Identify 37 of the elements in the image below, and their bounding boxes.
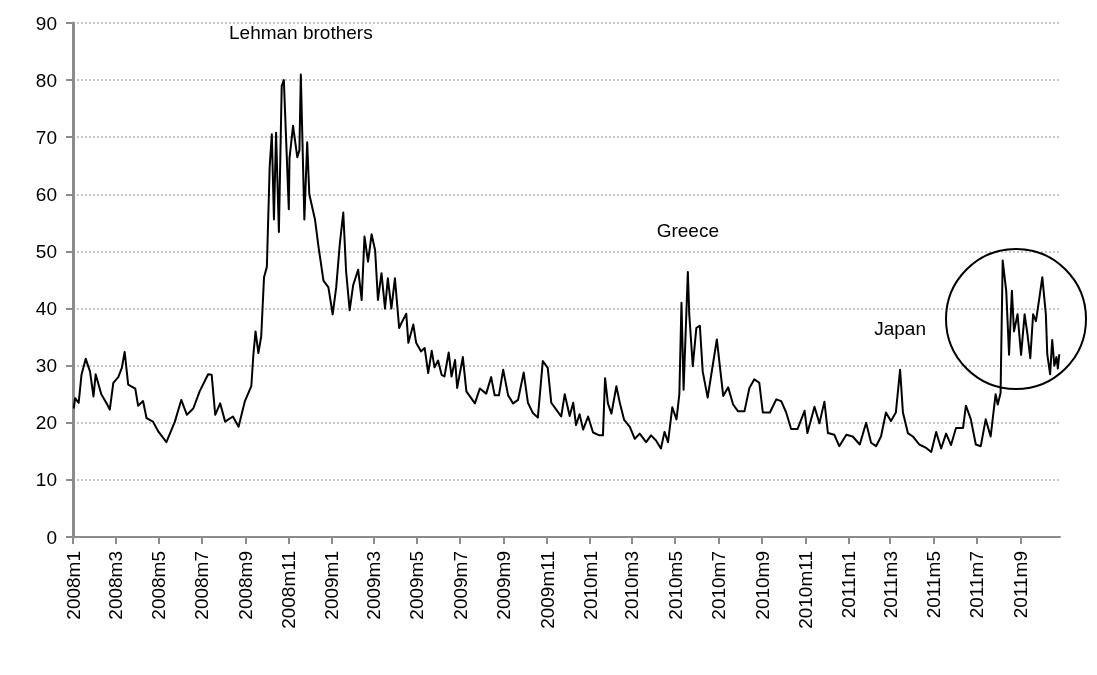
x-tick-label: 2009m1 bbox=[321, 551, 343, 620]
x-tick-label: 2008m3 bbox=[104, 551, 126, 620]
x-tick-label: 2008m9 bbox=[235, 551, 257, 620]
x-tick-label: 2011m5 bbox=[922, 551, 944, 619]
y-tick-label: 70 bbox=[35, 126, 57, 148]
annotation: Japan bbox=[874, 317, 926, 339]
x-tick-label: 2011m1 bbox=[837, 551, 859, 619]
y-tick-label: 40 bbox=[35, 298, 57, 320]
x-tick-label: 2009m3 bbox=[363, 551, 385, 620]
x-tick-label: 2009m11 bbox=[536, 551, 558, 629]
y-tick-label: 80 bbox=[35, 69, 57, 91]
y-tick-label: 0 bbox=[46, 526, 57, 548]
x-tick-label: 2008m5 bbox=[148, 551, 170, 620]
y-tick-label: 50 bbox=[35, 240, 57, 262]
x-tick-label: 2011m9 bbox=[1009, 551, 1031, 619]
x-tick-label: 2010m11 bbox=[794, 551, 816, 629]
x-tick-label: 2010m1 bbox=[579, 551, 601, 620]
line-series bbox=[72, 73, 1061, 453]
y-tick-label: 90 bbox=[35, 12, 57, 34]
y-tick-label: 10 bbox=[35, 469, 57, 491]
x-tick-label: 2010m9 bbox=[751, 551, 773, 620]
x-tick-label: 2010m7 bbox=[707, 551, 729, 620]
y-tick-label: 30 bbox=[35, 355, 57, 377]
x-tick-label: 2009m9 bbox=[493, 551, 515, 620]
y-tick-label: 60 bbox=[35, 183, 57, 205]
x-tick-label: 2008m1 bbox=[62, 551, 84, 620]
annotation: Greece bbox=[656, 220, 719, 241]
x-tick-label: 2008m11 bbox=[278, 551, 300, 629]
annotation: Lehman brothers bbox=[229, 22, 373, 44]
x-tick-label: 2011m7 bbox=[966, 551, 988, 619]
x-tick-label: 2010m3 bbox=[621, 551, 643, 620]
x-tick-label: 2011m3 bbox=[879, 551, 901, 619]
x-tick-label: 2009m5 bbox=[406, 551, 428, 620]
x-tick-label: 2009m7 bbox=[449, 551, 471, 620]
x-tick-label: 2010m5 bbox=[664, 551, 686, 620]
y-tick-label: 20 bbox=[35, 412, 57, 434]
x-tick-label: 2008m7 bbox=[191, 551, 213, 620]
